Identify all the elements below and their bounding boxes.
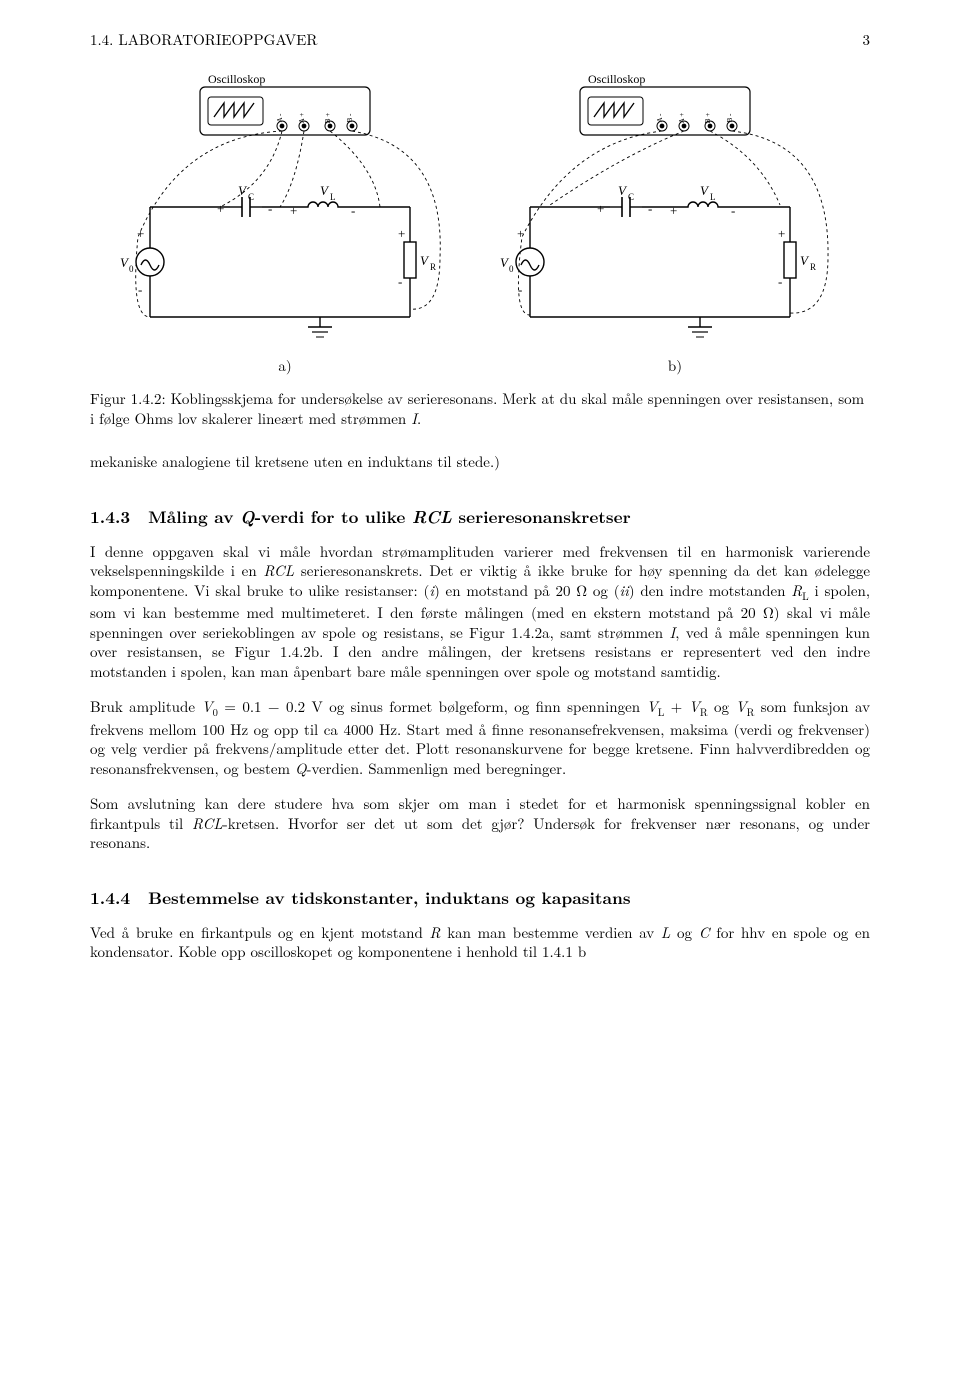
sec-title-mid: -verdi for to ulike (255, 505, 412, 529)
svg-text:0: 0 (509, 264, 514, 274)
running-header: 1.4. LABORATORIEOPPGAVER 3 (90, 30, 870, 50)
circuit-diagram-svg: A - A + B + B - Oscilloskop (100, 72, 860, 352)
paragraph-143-3: Som avslutning kan dere studere hva som … (90, 794, 870, 853)
header-page-number: 3 (862, 30, 870, 50)
section-number-144: 1.4.4 (90, 887, 130, 909)
svg-text:+: + (670, 203, 677, 218)
svg-text:-: - (731, 203, 735, 218)
svg-text:V: V (800, 253, 810, 268)
svg-text:-: - (398, 274, 402, 289)
svg-text:+: + (217, 201, 224, 216)
caption-suffix: . (417, 408, 421, 429)
svg-text:V: V (320, 183, 330, 198)
svg-text:V: V (700, 183, 710, 198)
svg-text:C: C (628, 192, 634, 202)
svg-text:-: - (138, 282, 142, 297)
sec144-title: Bestemmelse av tidskonstanter, induktans… (148, 886, 630, 910)
paragraph-143-1: I denne oppgaven skal vi måle hvordan st… (90, 542, 870, 682)
figure-caption: Figur 1.4.2: Koblingsskjema for undersøk… (90, 389, 870, 428)
svg-text:-: - (778, 274, 782, 289)
paragraph-143-2: Bruk amplitude V0 = 0.1 − 0.2 V og sinus… (90, 697, 870, 778)
section-1-4-4-heading: 1.4.4 Bestemmelse av tidskonstanter, indu… (90, 887, 870, 909)
svg-text:+: + (778, 226, 785, 241)
section-number: 1.4.3 (90, 506, 130, 528)
svg-text:R: R (430, 262, 436, 272)
sec-title-Q: Q (240, 505, 255, 529)
figure-1-4-2: A - A + B + B - Oscilloskop (90, 72, 870, 376)
svg-text:0: 0 (129, 264, 134, 274)
paragraph-144-1: Ved å bruke en firkantpuls og en kjent m… (90, 923, 870, 962)
svg-text:-: - (351, 203, 355, 218)
figure-sublabels: a) b) (90, 356, 870, 376)
svg-text:R: R (810, 262, 816, 272)
svg-text:+: + (398, 226, 405, 241)
figure-label-a: a) (90, 356, 480, 376)
svg-text:L: L (330, 192, 336, 202)
svg-text:+: + (517, 226, 524, 241)
svg-text:+: + (137, 226, 144, 241)
svg-text:+: + (290, 203, 297, 218)
section-1-4-3-heading: 1.4.3Måling av Q-verdi for to ulike RCL … (90, 506, 870, 528)
figure-label-b: b) (480, 356, 870, 376)
svg-text:+: + (597, 201, 604, 216)
sec-title-post: serieresonanskretser (452, 505, 631, 529)
sec-title-pre: Måling av (148, 505, 240, 529)
svg-text:-: - (268, 201, 272, 216)
paragraph-continuation: mekaniske analogiene til kretsene uten e… (90, 452, 870, 472)
sec-title-RCL: RCL (412, 505, 452, 529)
svg-text:-: - (648, 201, 652, 216)
caption-text: Figur 1.4.2: Koblingsskjema for undersøk… (90, 388, 864, 429)
svg-text:C: C (248, 192, 254, 202)
svg-text:V: V (420, 253, 430, 268)
svg-text:V: V (618, 183, 628, 198)
header-left: 1.4. LABORATORIEOPPGAVER (90, 30, 317, 50)
svg-text:L: L (710, 192, 716, 202)
